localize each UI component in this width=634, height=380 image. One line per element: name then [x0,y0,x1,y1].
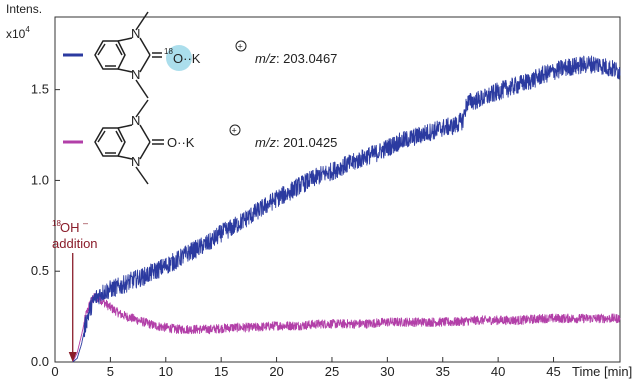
x-tick-label-7: 35 [436,364,450,379]
legend-mz-prefix-2: m/z [255,135,276,150]
annotation-isotope: 18 [52,219,61,228]
y-axis-ticks: 0.0 0.5 1.0 1.5 [31,82,60,369]
y-tick-label-3: 1.5 [31,82,49,97]
y-tick-label-2: 1.0 [31,172,49,187]
legend-mz-value-1: : 203.0467 [276,51,337,66]
x-tick-label-8: 40 [491,364,505,379]
legend-molecule-group-2: O··K [167,135,195,150]
legend-molecule-group-1: O··K [173,51,201,66]
x-tick-label-5: 25 [325,364,339,379]
isotope-highlight-circle [166,45,192,71]
x-axis-label: Time [min] [572,364,632,379]
n-atom-top: N [131,26,140,41]
n-atom-bottom: N [131,67,140,82]
legend-entry-series-1: N N 18 O··K + m/z: 203.0467 [63,11,337,99]
legend-mz-value-2: : 201.0425 [276,135,337,150]
benzimidazolone-18o-structure-icon [94,11,162,99]
charge-circle-2 [229,124,241,136]
series-line-1 [72,55,621,363]
addition-annotation: 18 OH – addition [52,218,98,362]
x-tick-label-3: 15 [214,364,228,379]
benzimidazolone-structure-icon [94,99,164,185]
plot-frame [54,16,621,363]
y-axis-exponent-power: 4 [25,25,30,34]
y-tick-label-1: 0.5 [31,263,49,278]
legend-entry-series-2: N N O··K + m/z: 201.0425 [63,99,337,185]
y-axis-exponent-base: x10 [6,27,26,41]
x-tick-label-2: 10 [159,364,173,379]
y-axis-label: Intens. [6,2,42,16]
y-tick-label-0: 0.0 [31,354,49,369]
series-layer [72,55,621,363]
annotation-oh: OH [60,220,80,235]
n-atom-bottom-2: N [131,154,140,169]
annotation-addition: addition [52,236,98,251]
n-atom-top-2: N [131,113,140,128]
legend-mz-prefix-1: m/z [255,51,276,66]
charge-circle-1 [235,40,247,52]
annotation-arrowhead [68,352,77,362]
x-axis-ticks: 0 5 10 15 20 25 30 35 40 45 [51,357,561,379]
annotation-charge: – [83,218,88,228]
y-axis-exponent: x104 [6,25,30,41]
charge-sign-2: + [232,126,237,136]
charge-sign-1: + [238,42,243,52]
x-tick-label-1: 5 [107,364,114,379]
x-tick-label-0: 0 [51,364,58,379]
x-tick-label-4: 20 [269,364,283,379]
legend-label-series-2: m/z: 201.0425 [255,135,337,150]
series-line-2 [72,292,621,363]
legend-label-series-1: m/z: 203.0467 [255,51,337,66]
x-tick-label-9: 45 [546,364,560,379]
isotope-label: 18 [164,47,173,56]
x-tick-label-6: 30 [380,364,394,379]
